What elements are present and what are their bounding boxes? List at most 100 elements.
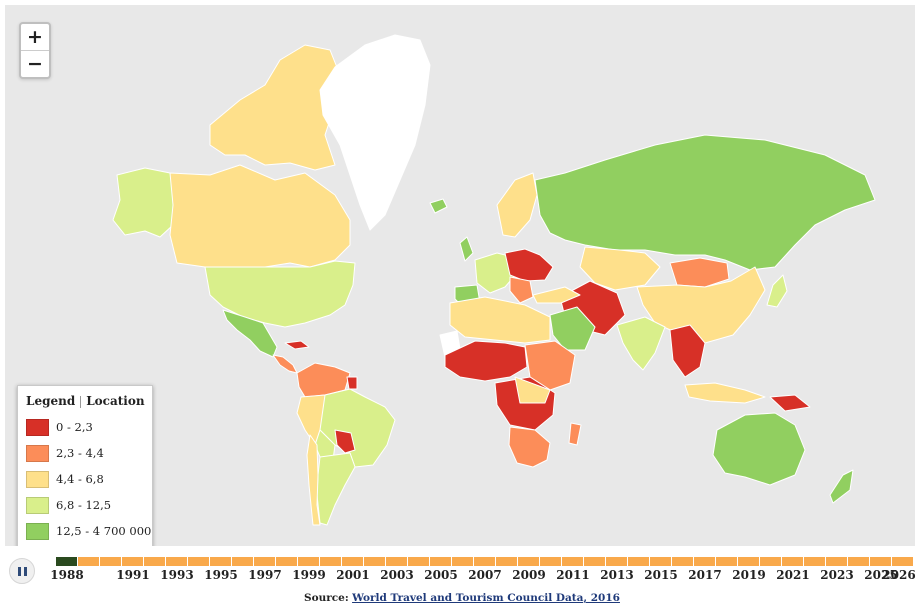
timeline-segment[interactable] (408, 557, 429, 566)
country-saudi-arabia[interactable] (549, 306, 596, 351)
country-eastern-europe[interactable] (504, 248, 554, 282)
timeline-year-label[interactable]: 2023 (820, 568, 854, 582)
country-australia[interactable] (712, 412, 806, 486)
country-new-zealand[interactable] (829, 469, 854, 504)
country-greenland[interactable] (319, 34, 431, 231)
timeline-year-label[interactable]: 1997 (248, 568, 282, 582)
timeline-segment[interactable] (870, 557, 891, 566)
timeline-segment-active[interactable] (56, 557, 77, 566)
timeline-segment[interactable] (782, 557, 803, 566)
timeline-segment[interactable] (100, 557, 121, 566)
country-mexico[interactable] (222, 309, 278, 358)
timeline-year-label[interactable]: 2017 (688, 568, 722, 582)
timeline-year-label[interactable]: 2005 (424, 568, 458, 582)
timeline-segment[interactable] (386, 557, 407, 566)
timeline-segment[interactable] (232, 557, 253, 566)
timeline-segment[interactable] (562, 557, 583, 566)
timeline-segment[interactable] (694, 557, 715, 566)
timeline-segment[interactable] (672, 557, 693, 566)
country-kazakhstan[interactable] (579, 246, 661, 291)
timeline-year-label[interactable]: 2021 (776, 568, 810, 582)
timeline-segment[interactable] (584, 557, 605, 566)
zoom-out-button[interactable]: − (21, 50, 49, 77)
timeline-segment[interactable] (540, 557, 561, 566)
timeline-year-label[interactable]: 2026 (882, 568, 916, 582)
timeline-year-label[interactable]: 1988 (50, 568, 84, 582)
timeline-year-label[interactable]: 2009 (512, 568, 546, 582)
country-russia[interactable] (534, 134, 876, 271)
timeline-segment[interactable] (760, 557, 781, 566)
source-link[interactable]: World Travel and Tourism Council Data, 2… (352, 592, 620, 604)
timeline-segment[interactable] (166, 557, 187, 566)
timeline-segment[interactable] (144, 557, 165, 566)
timeline-segment[interactable] (298, 557, 319, 566)
timeline-year-label[interactable]: 2007 (468, 568, 502, 582)
timeline-year-label[interactable]: 1991 (116, 568, 150, 582)
country-iceland[interactable] (429, 198, 448, 214)
timeline-segment[interactable] (892, 557, 913, 566)
country-alaska[interactable] (112, 167, 178, 238)
timeline-year-label[interactable]: 2019 (732, 568, 766, 582)
country-balkans[interactable] (509, 276, 534, 304)
timeline-segment[interactable] (210, 557, 231, 566)
country-madagascar[interactable] (568, 422, 582, 446)
timeline-segment[interactable] (364, 557, 385, 566)
timeline-segment[interactable] (804, 557, 825, 566)
country-guianas[interactable] (346, 376, 358, 390)
country-east-africa[interactable] (514, 376, 551, 404)
timeline-segment[interactable] (848, 557, 869, 566)
timeline-segment[interactable] (606, 557, 627, 566)
country-chile[interactable] (306, 434, 321, 526)
timeline-year-label[interactable]: 2015 (644, 568, 678, 582)
timeline-segment[interactable] (650, 557, 671, 566)
timeline-segment[interactable] (78, 557, 99, 566)
timeline-year-label[interactable]: 1993 (160, 568, 194, 582)
timeline-segment[interactable] (342, 557, 363, 566)
timeline-segment[interactable] (430, 557, 451, 566)
legend-item[interactable]: 12,5 - 4 700 000 (26, 518, 151, 544)
country-japan[interactable] (766, 274, 788, 308)
timeline-year-label[interactable]: 2013 (600, 568, 634, 582)
timeline-segment[interactable] (518, 557, 539, 566)
timeline-segment[interactable] (276, 557, 297, 566)
timeline-year-label[interactable]: 2001 (336, 568, 370, 582)
timeline-segment[interactable] (474, 557, 495, 566)
country-paraguay[interactable] (334, 429, 356, 454)
timeline-year-label[interactable]: 2011 (556, 568, 590, 582)
timeline-year-label[interactable]: 1999 (292, 568, 326, 582)
country-canada-arctic[interactable] (209, 44, 341, 171)
choropleth-map[interactable] (5, 5, 915, 546)
timeline-track[interactable] (56, 557, 914, 566)
country-cuba[interactable] (284, 340, 310, 350)
timeline-segment[interactable] (122, 557, 143, 566)
country-scandinavia[interactable] (496, 172, 538, 238)
pause-button[interactable] (9, 558, 35, 584)
timeline-year-label[interactable]: 2025 (864, 568, 898, 582)
country-turkey[interactable] (532, 286, 581, 304)
country-southern-africa[interactable] (508, 426, 551, 468)
country-usa[interactable] (204, 260, 356, 328)
timeline-segment[interactable] (628, 557, 649, 566)
timeline-year-label[interactable]: 2003 (380, 568, 414, 582)
country-uk[interactable] (459, 236, 474, 262)
map-area[interactable]: + − Legend Location 0 - 2,3 2,3 - 4,4 4,4 -… (5, 5, 915, 546)
timeline-segment[interactable] (320, 557, 341, 566)
timeline-segment[interactable] (254, 557, 275, 566)
country-papua[interactable] (769, 394, 811, 412)
zoom-in-button[interactable]: + (27, 26, 43, 48)
legend-item[interactable]: 6,8 - 12,5 (26, 492, 144, 518)
legend-item[interactable]: 2,3 - 4,4 (26, 440, 144, 466)
timeline-year-label[interactable]: 1995 (204, 568, 238, 582)
timeline-segment[interactable] (738, 557, 759, 566)
timeline-segment[interactable] (716, 557, 737, 566)
timeline-segment[interactable] (496, 557, 517, 566)
country-indonesia[interactable] (684, 382, 766, 404)
timeline-segment[interactable] (826, 557, 847, 566)
legend-item[interactable]: 0 - 2,3 (26, 414, 144, 440)
legend-item[interactable]: 4,4 - 6,8 (26, 466, 144, 492)
country-west-africa[interactable] (444, 340, 528, 382)
country-southeast-asia[interactable] (669, 324, 706, 378)
country-india[interactable] (616, 316, 666, 371)
timeline-segment[interactable] (188, 557, 209, 566)
timeline-segment[interactable] (452, 557, 473, 566)
